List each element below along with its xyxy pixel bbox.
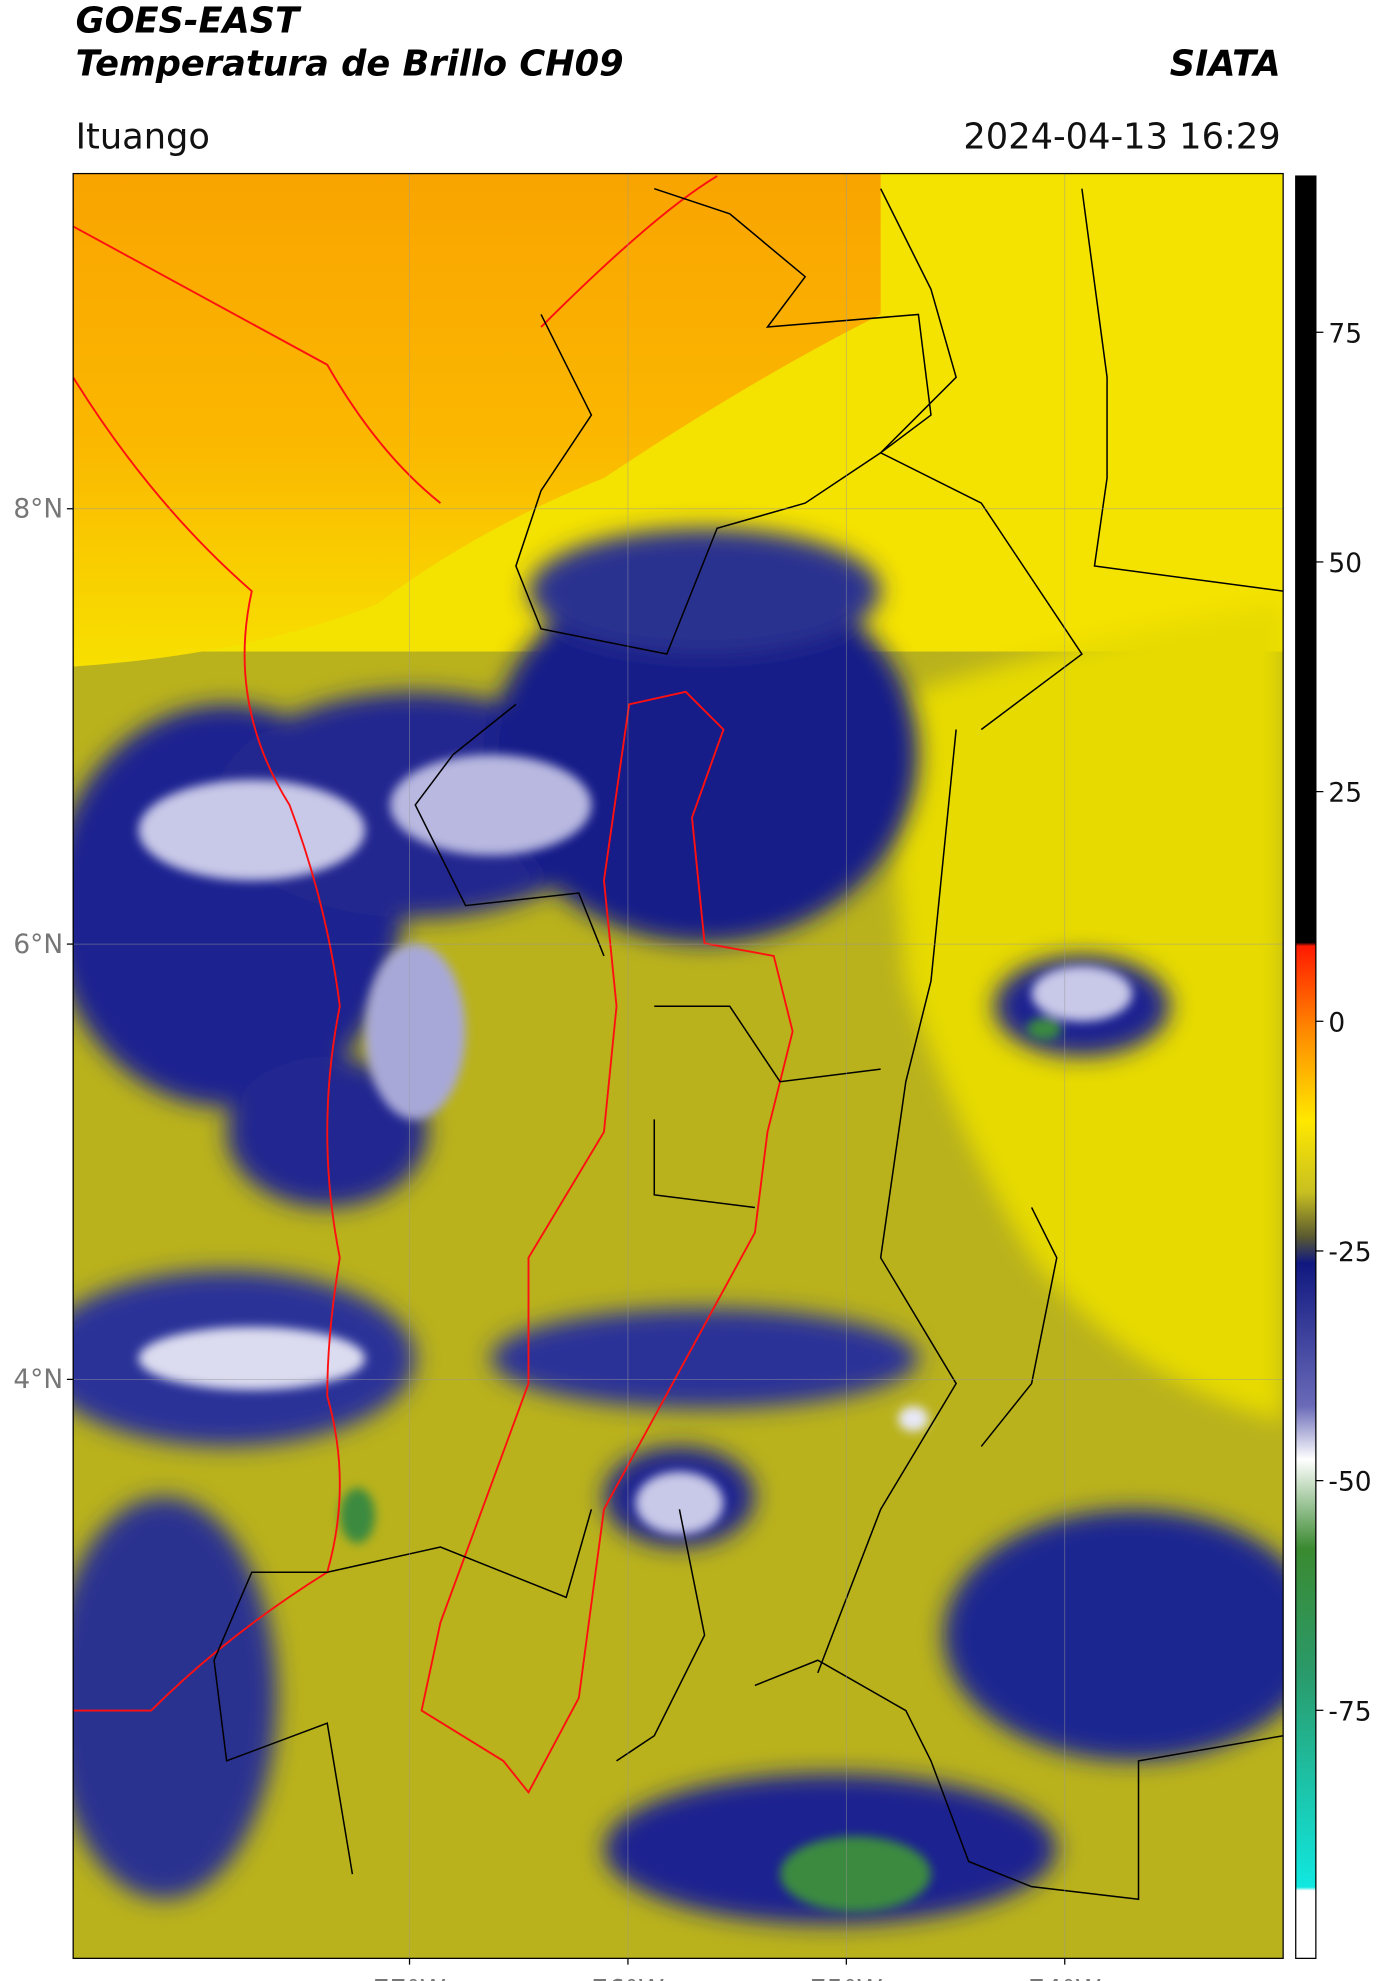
title: GOES-EAST [76,1,302,42]
colorbar [1295,175,1317,1959]
colorbar-tick-label: -25 [1328,1237,1371,1268]
colorbar-tick-label: -50 [1328,1467,1371,1498]
map-frame [72,172,1284,1959]
lat-tick-label: 4°N [13,1364,63,1395]
lon-tick-label: 76°W [591,1975,664,1981]
colorbar-tick-label: -75 [1328,1696,1371,1727]
colorbar-tick-label: 0 [1328,1007,1345,1038]
subtitle: Temperatura de Brillo CH09 [76,43,624,84]
lat-tick-label: 8°N [13,494,63,525]
datetime: 2024-04-13 16:29 [963,116,1280,157]
lat-tick-label: 6°N [13,929,63,960]
colorbar-tick-label: 75 [1328,318,1362,349]
colorbar-tick-label: 50 [1328,548,1362,579]
location: Ituango [76,116,210,157]
agency: SIATA [1170,43,1281,84]
colorbar-tick-label: 25 [1328,778,1362,809]
satellite-image [73,173,1284,1959]
lon-tick-label: 77°W [373,1975,446,1981]
lon-tick-label: 74°W [1028,1975,1101,1981]
lon-tick-label: 75°W [810,1975,883,1981]
